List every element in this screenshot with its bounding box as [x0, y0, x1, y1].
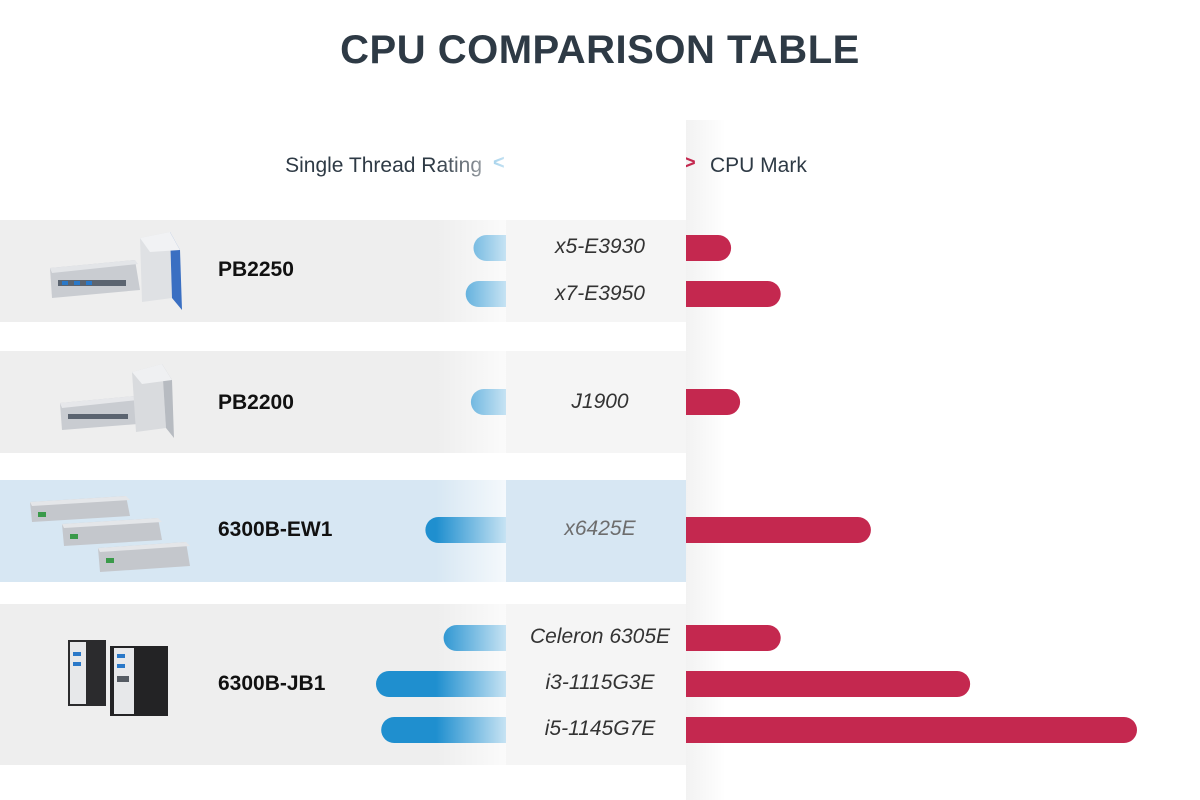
chart-title: CPU COMPARISON TABLE — [340, 28, 860, 72]
product-name-pb2250: PB2250 — [218, 258, 294, 281]
bar-cpu-mark-i3-1115g3e — [673, 671, 971, 697]
product-name-6300b-ew1: 6300B-EW1 — [218, 518, 333, 541]
industrial-pc-6300b-ew1-icon — [30, 496, 190, 572]
bar-cpu-mark-celeron-6305e — [673, 625, 781, 651]
cpu-label-celeron-6305e: Celeron 6305E — [529, 625, 671, 648]
bar-cpu-mark-x6425e — [673, 517, 871, 543]
bar-cpu-mark-x7-e3950 — [673, 281, 781, 307]
legend-cpu-mark: CPU Mark — [710, 154, 807, 177]
industrial-pc-pb2250-icon — [50, 232, 182, 310]
industrial-pc-pb2200-icon — [60, 364, 174, 438]
center-tint-pb2200 — [506, 351, 686, 453]
cpu-label-x5-e3930: x5-E3930 — [555, 235, 645, 258]
industrial-pc-6300b-jb1-icon — [68, 640, 168, 716]
center-shadow-left — [436, 120, 506, 800]
bar-cpu-mark-x5-e3930 — [673, 235, 732, 261]
cpu-label-i3-1115g3e: i3-1115G3E — [545, 671, 655, 694]
cpu-label-x6425e: x6425E — [564, 517, 636, 540]
product-name-pb2200: PB2200 — [218, 391, 294, 414]
bar-cpu-mark-i5-1145g7e — [673, 717, 1137, 743]
cpu-label-j1900: J1900 — [571, 390, 629, 413]
center-tint-6300b-ew1 — [506, 480, 686, 582]
bar-cpu-mark-j1900 — [673, 389, 741, 415]
center-tint-pb2250 — [506, 220, 686, 322]
center-tint-6300b-jb1 — [506, 604, 686, 765]
cpu-label-i5-1145g7e: i5-1145G7E — [544, 717, 656, 740]
cpu-label-x7-e3950: x7-E3950 — [555, 282, 645, 305]
legend-single-thread: Single Thread Rating — [285, 154, 482, 177]
product-name-6300b-jb1: 6300B-JB1 — [218, 672, 326, 695]
legend-arrow-right: > — [684, 152, 696, 174]
